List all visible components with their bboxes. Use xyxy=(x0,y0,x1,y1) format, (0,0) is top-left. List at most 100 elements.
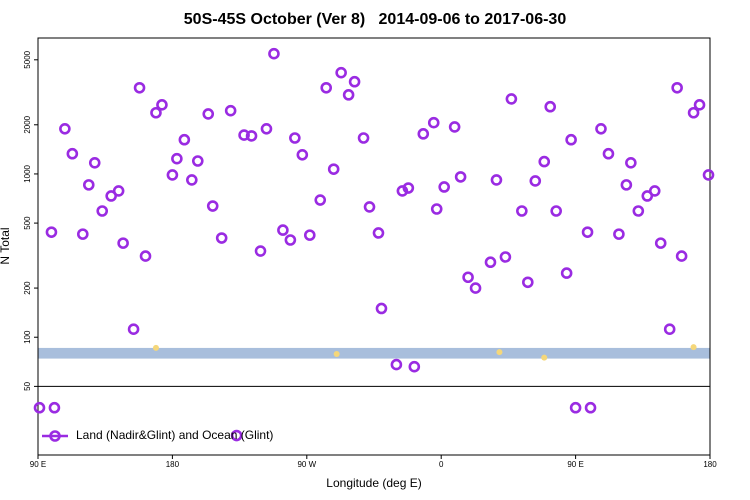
point xyxy=(462,271,474,284)
y-tick-label: 100 xyxy=(23,330,32,344)
point xyxy=(613,228,625,240)
ocean-point xyxy=(333,350,340,357)
y-tick-label: 500 xyxy=(23,216,32,230)
point xyxy=(625,157,637,169)
band xyxy=(38,347,710,359)
point xyxy=(390,358,403,371)
x-axis-label: Longitude (deg E) xyxy=(326,476,421,490)
point xyxy=(620,179,633,191)
point xyxy=(357,132,370,144)
point xyxy=(33,401,46,414)
point xyxy=(505,93,518,105)
point xyxy=(375,302,388,315)
point xyxy=(230,429,243,442)
point xyxy=(417,128,430,140)
point xyxy=(402,182,415,194)
point xyxy=(490,174,503,186)
point xyxy=(166,169,179,181)
legend-label: Land (Nadir&Glint) and Ocean (Glint) xyxy=(76,428,273,442)
x-tick-label: 180 xyxy=(703,460,717,469)
point xyxy=(408,360,421,373)
point xyxy=(430,203,443,215)
point xyxy=(560,267,573,279)
chart-title: 50S-45S October (Ver 8) 2014-09-06 to 20… xyxy=(184,11,567,28)
point xyxy=(675,250,688,262)
point xyxy=(499,251,512,263)
y-tick-label: 5000 xyxy=(23,50,32,68)
point xyxy=(595,122,607,135)
point xyxy=(206,200,219,212)
point xyxy=(342,89,355,101)
ocean-point xyxy=(152,344,159,351)
point xyxy=(327,163,340,175)
plot-frame xyxy=(37,37,711,456)
point xyxy=(150,106,162,119)
point xyxy=(59,122,71,135)
point xyxy=(581,226,594,238)
point xyxy=(469,282,482,294)
point xyxy=(88,157,101,169)
point xyxy=(133,81,146,94)
point xyxy=(96,205,109,217)
point xyxy=(602,147,615,160)
point xyxy=(632,205,645,217)
point xyxy=(238,129,250,141)
point xyxy=(550,205,562,217)
point xyxy=(702,169,715,181)
point xyxy=(654,237,667,249)
point xyxy=(335,66,347,79)
point xyxy=(284,234,297,246)
point xyxy=(372,227,385,239)
point xyxy=(348,75,361,88)
point xyxy=(178,133,191,146)
point xyxy=(82,179,95,191)
point xyxy=(112,185,125,197)
point xyxy=(215,232,228,244)
point xyxy=(448,121,461,133)
point xyxy=(303,229,316,241)
ocean-point xyxy=(690,344,697,351)
point xyxy=(268,47,280,60)
point xyxy=(363,201,376,213)
point xyxy=(427,116,440,129)
point xyxy=(156,99,168,111)
y-tick-label: 200 xyxy=(23,281,32,295)
point xyxy=(522,276,534,289)
point xyxy=(171,152,183,165)
point xyxy=(529,175,542,187)
y-tick-label: 50 xyxy=(23,381,32,390)
point xyxy=(127,323,140,335)
point xyxy=(663,323,676,335)
point xyxy=(687,106,700,119)
ocean-point xyxy=(496,349,503,356)
point xyxy=(48,401,61,414)
legend-marker xyxy=(49,430,61,442)
point xyxy=(648,185,661,197)
point xyxy=(277,224,289,236)
point xyxy=(224,104,237,117)
point xyxy=(584,401,597,414)
x-tick-label: 180 xyxy=(166,460,180,469)
point xyxy=(289,132,301,144)
point xyxy=(320,81,333,94)
point xyxy=(139,250,152,262)
y-tick-label: 1000 xyxy=(23,164,32,182)
point xyxy=(641,190,654,202)
point xyxy=(77,228,89,240)
point xyxy=(186,174,198,186)
y-tick-label: 2000 xyxy=(23,115,32,133)
point xyxy=(454,171,467,183)
point xyxy=(117,237,129,249)
point xyxy=(296,148,309,161)
point xyxy=(66,147,79,160)
point xyxy=(569,401,582,414)
point xyxy=(693,99,706,111)
point xyxy=(260,122,273,135)
point xyxy=(516,205,528,217)
point xyxy=(396,185,409,197)
point xyxy=(202,108,215,120)
x-tick-label: 90 E xyxy=(567,460,583,469)
x-tick-label: 90 E xyxy=(30,460,46,469)
point xyxy=(245,130,258,142)
